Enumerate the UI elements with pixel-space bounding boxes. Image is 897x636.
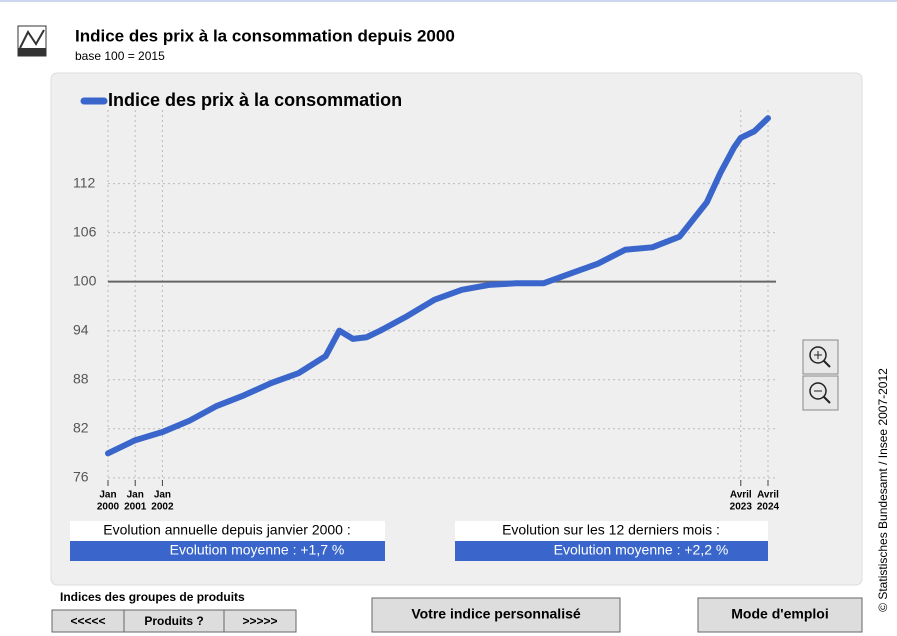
series-line bbox=[105, 115, 771, 457]
custom-index-button[interactable] bbox=[371, 597, 621, 633]
help-button[interactable] bbox=[697, 597, 863, 633]
stat-heading: Evolution annuelle depuis janvier 2000 : bbox=[103, 522, 351, 538]
x-tick-year: 2000 bbox=[97, 502, 120, 513]
next-label: >>>>> bbox=[242, 614, 277, 628]
custom-index-label: Votre indice personnalisé bbox=[411, 606, 581, 622]
chart-subtitle: base 100 = 2015 bbox=[75, 49, 165, 63]
x-tick-label: Jan bbox=[127, 490, 144, 501]
stat-heading: Evolution sur les 12 derniers mois : bbox=[502, 522, 720, 538]
y-tick-label: 100 bbox=[73, 272, 97, 288]
x-tick-label: Avril bbox=[757, 490, 779, 501]
stat-heading-box bbox=[455, 521, 768, 541]
plot: 76828894100106112Jan2000Jan2001Jan2002Av… bbox=[73, 90, 780, 513]
copyright: © Statistisches Bundesamt / Insee 2007-2… bbox=[876, 368, 890, 612]
zoom-in[interactable] bbox=[802, 339, 839, 375]
x-tick-year: 2023 bbox=[730, 502, 753, 513]
chart-title: Indice des prix à la consommation depuis… bbox=[75, 26, 455, 45]
y-tick-label: 88 bbox=[73, 370, 89, 386]
stat-value-box bbox=[70, 541, 385, 561]
zoom-out[interactable] bbox=[802, 375, 839, 411]
stat-value-box bbox=[455, 541, 768, 561]
y-tick-label: 106 bbox=[73, 223, 97, 239]
y-tick-label: 76 bbox=[73, 469, 89, 485]
insee-logo bbox=[17, 25, 47, 57]
x-tick-year: 2002 bbox=[151, 502, 174, 513]
y-tick-label: 112 bbox=[73, 174, 96, 190]
x-tick-label: Jan bbox=[154, 490, 171, 501]
legend-label: Indice des prix à la consommation bbox=[108, 90, 402, 110]
y-tick-label: 94 bbox=[73, 321, 89, 337]
y-tick-label: 82 bbox=[73, 419, 89, 435]
next-button[interactable] bbox=[223, 609, 297, 633]
prev-label: <<<<< bbox=[70, 614, 105, 628]
help-label: Mode d'emploi bbox=[731, 606, 828, 622]
x-tick-year: 2024 bbox=[757, 502, 780, 513]
groups-heading: Indices des groupes de produits bbox=[60, 590, 245, 604]
x-tick-year: 2001 bbox=[124, 502, 147, 513]
stat-value: Evolution moyenne : +2,2 % bbox=[554, 542, 729, 558]
x-tick-label: Jan bbox=[99, 490, 116, 501]
chart-panel bbox=[50, 72, 863, 586]
stat-value: Evolution moyenne : +1,7 % bbox=[170, 542, 345, 558]
x-tick-label: Avril bbox=[730, 490, 752, 501]
products-label: Produits ? bbox=[144, 614, 203, 628]
stat-heading-box bbox=[70, 521, 385, 541]
